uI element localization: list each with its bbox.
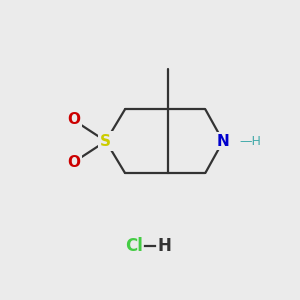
- Text: O: O: [67, 155, 80, 170]
- Text: Cl: Cl: [125, 237, 142, 255]
- Text: H: H: [158, 237, 171, 255]
- Text: O: O: [67, 112, 80, 128]
- Text: N: N: [217, 134, 230, 149]
- Text: S: S: [100, 134, 111, 149]
- Text: —H: —H: [239, 135, 261, 148]
